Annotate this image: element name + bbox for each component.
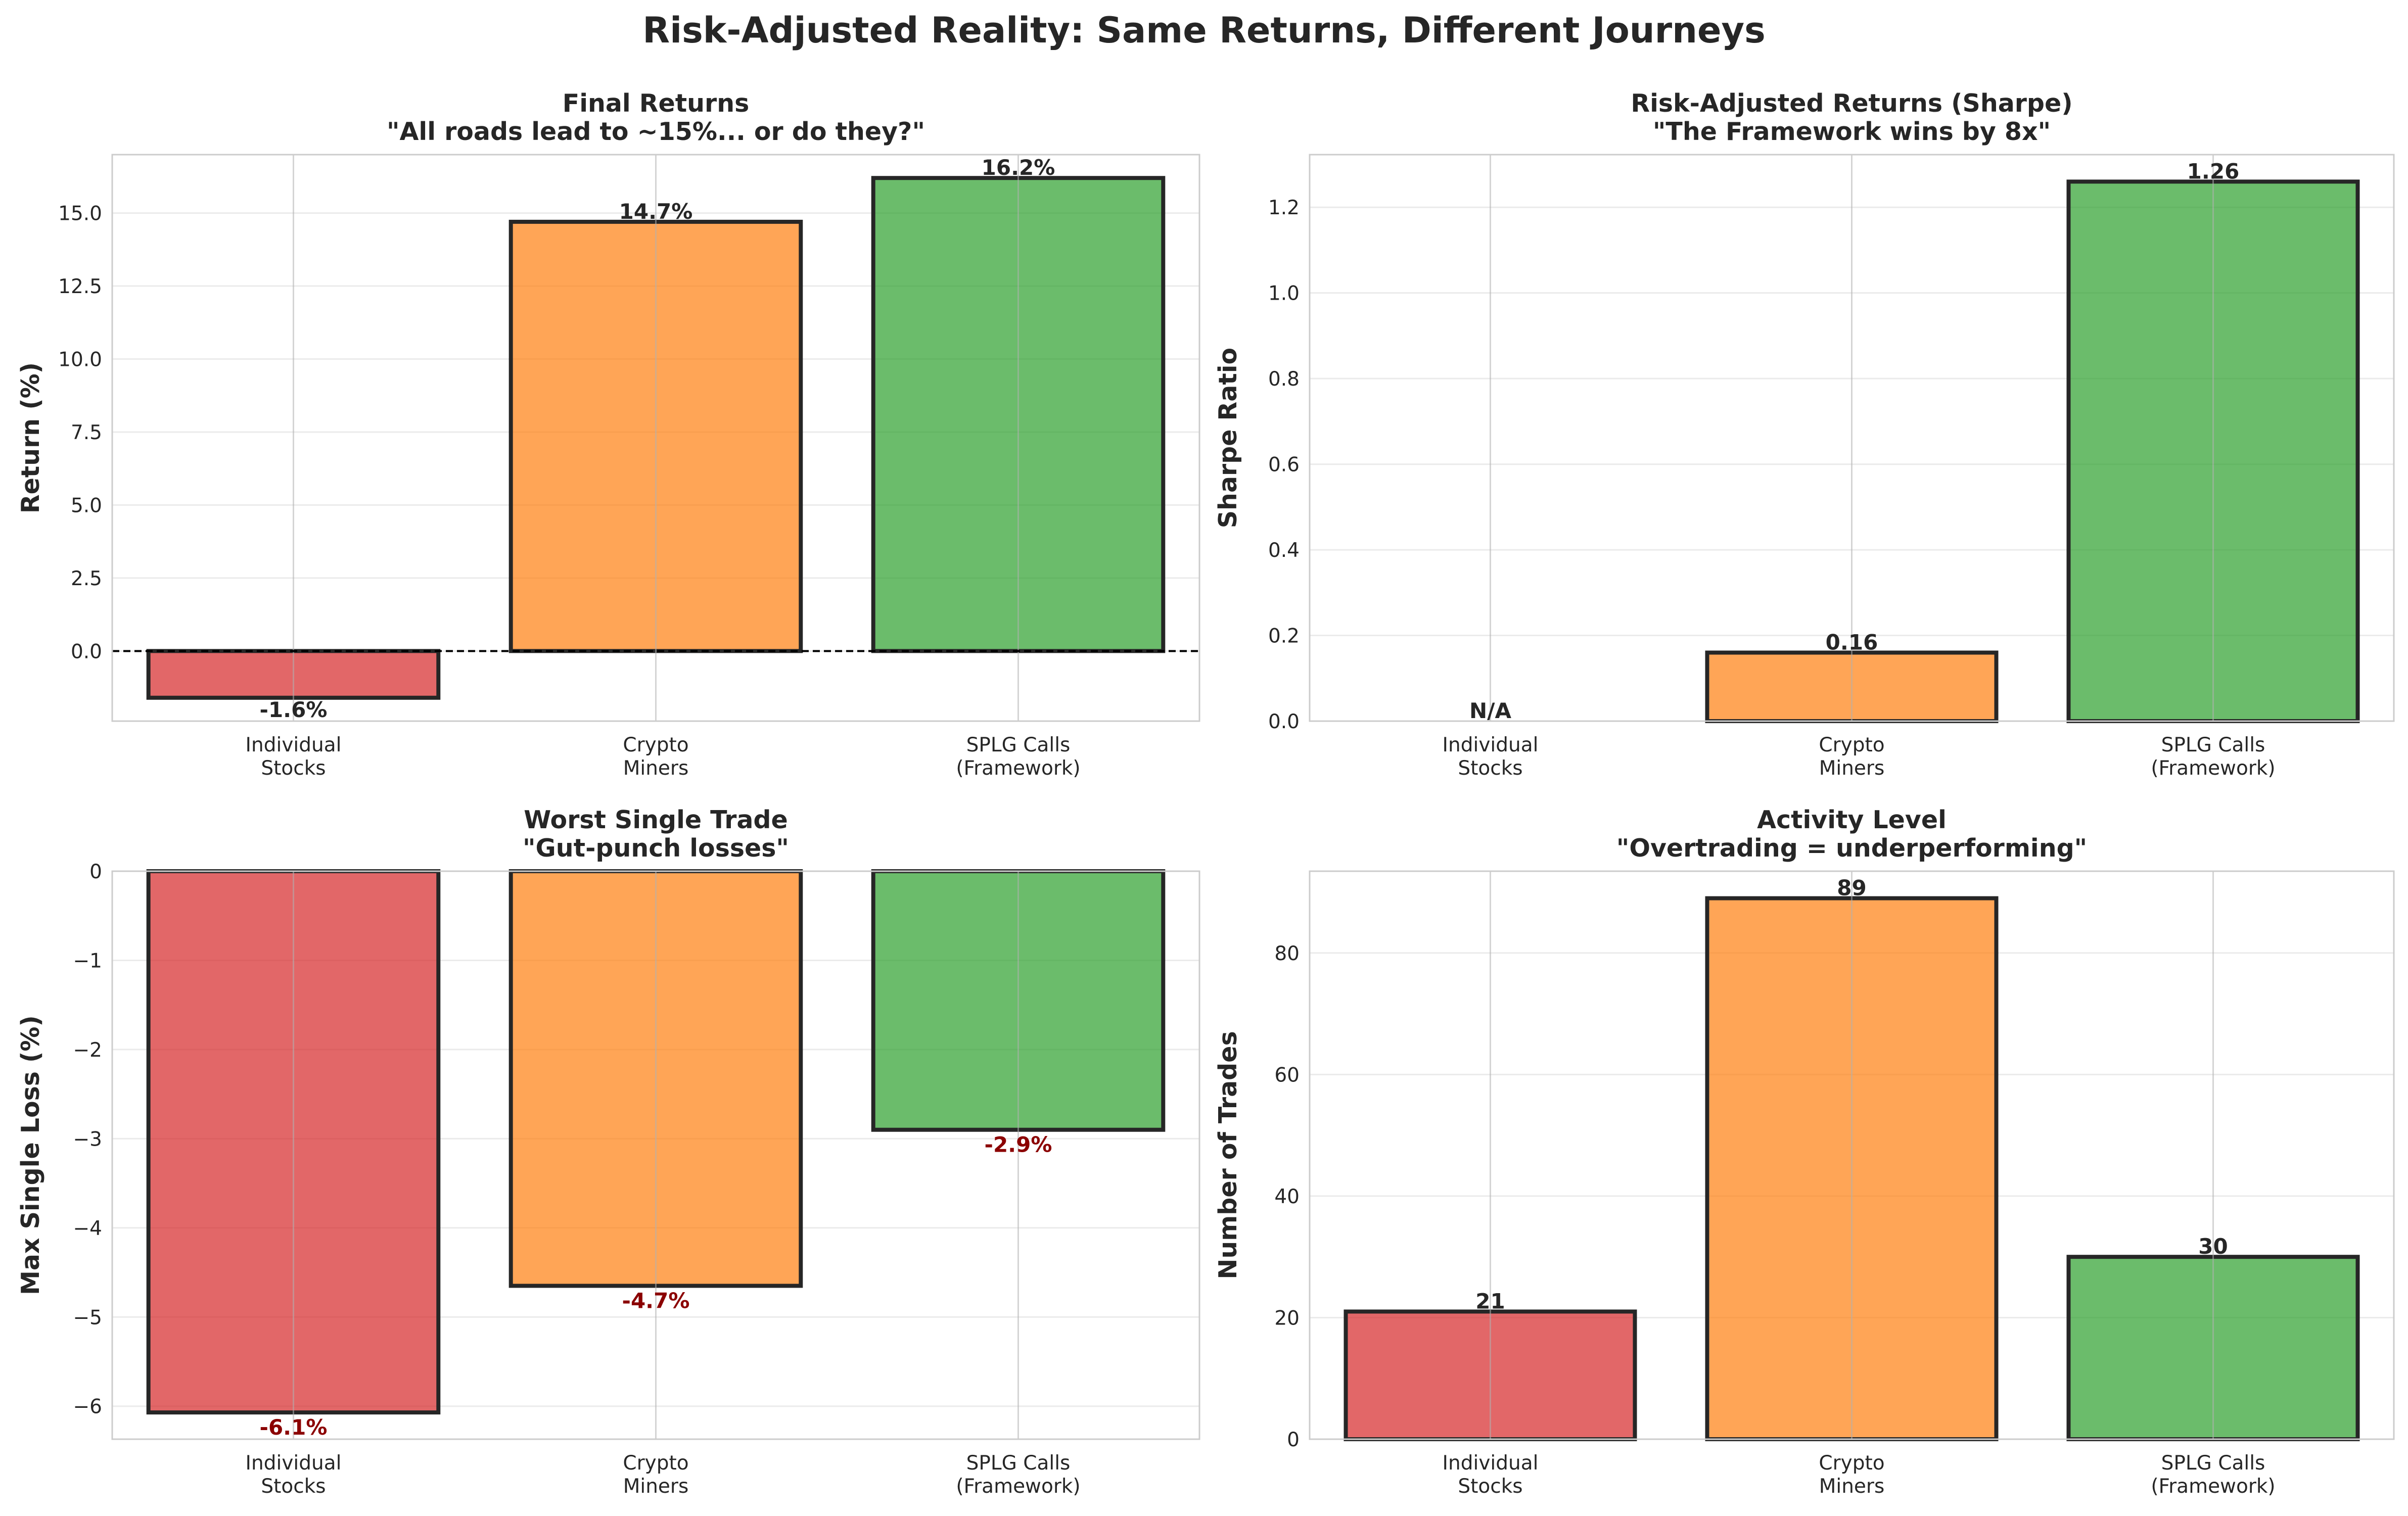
axes-frame (111, 154, 1200, 722)
x-tick-label: Crypto Miners (1819, 734, 1884, 780)
chart-title: Risk-Adjusted Returns (Sharpe) "The Frame… (1631, 89, 2072, 146)
y-tick-label: 1.0 (1268, 282, 1300, 305)
figure-suptitle: Risk-Adjusted Reality: Same Returns, Dif… (642, 10, 1766, 51)
value-label: N/A (1469, 698, 1511, 723)
y-tick-label: 0.4 (1268, 539, 1300, 562)
axes-frame (1309, 870, 2395, 1440)
y-tick-label: 10.0 (58, 348, 102, 371)
y-axis-label: Return (%) (16, 362, 45, 513)
y-tick-label: 0.0 (71, 640, 102, 663)
x-tick-label: SPLG Calls (Framework) (956, 1452, 1080, 1498)
y-tick-label: 2.5 (71, 567, 102, 590)
y-tick-label: −6 (73, 1396, 103, 1418)
y-tick-label: 0 (89, 861, 102, 883)
axes-frame (111, 870, 1200, 1440)
value-label: 0.16 (1826, 630, 1878, 654)
x-tick-label: Individual Stocks (1443, 1452, 1539, 1498)
value-label: 89 (1837, 876, 1866, 901)
value-label: -6.1% (260, 1415, 328, 1440)
y-tick-label: 0 (1287, 1429, 1300, 1451)
y-axis-label: Number of Trades (1214, 1031, 1242, 1279)
y-tick-label: 60 (1274, 1064, 1300, 1086)
chart-panel-3: 0 −1 −2 −3 −4 −5 −6 Individual Stocks Crypto Miner… (16, 806, 1200, 1498)
y-tick-label: −1 (73, 950, 103, 972)
x-tick-label: SPLG Calls (Framework) (2151, 1452, 2275, 1498)
value-label: 16.2% (982, 155, 1055, 180)
x-tick-label: SPLG Calls (Framework) (956, 734, 1080, 780)
value-label: 30 (2198, 1234, 2228, 1259)
value-label: -4.7% (622, 1289, 690, 1313)
x-tick-label: Crypto Miners (623, 1452, 688, 1498)
y-tick-label: 0.8 (1268, 368, 1300, 391)
value-label: 14.7% (619, 199, 693, 224)
y-tick-label: 0.6 (1268, 454, 1300, 477)
y-axis-label: Sharpe Ratio (1214, 348, 1242, 528)
chart-title: Final Returns "All roads lead to ~15%... … (387, 89, 925, 146)
chart-panel-1: 0.0 2.5 5.0 7.5 10.0 12.5 15.0 Individual Stocks… (16, 89, 1200, 780)
y-tick-label: 0.2 (1268, 625, 1300, 648)
y-tick-label: 0.0 (1268, 710, 1300, 733)
value-label: 1.26 (2187, 159, 2240, 183)
y-tick-label: −5 (73, 1306, 103, 1329)
y-tick-label: −4 (73, 1217, 103, 1240)
x-tick-label: Crypto Miners (623, 734, 688, 780)
y-tick-label: 12.5 (58, 275, 102, 298)
y-tick-label: 40 (1274, 1186, 1300, 1208)
x-tick-label: Individual Stocks (246, 734, 342, 780)
y-tick-label: 7.5 (71, 421, 102, 444)
value-label: -2.9% (985, 1132, 1052, 1157)
chart-panel-4: 0 20 40 60 80 Individual Stocks Crypto Miners SPL… (1214, 806, 2395, 1498)
chart-panel-2: 0.0 0.2 0.4 0.6 0.8 1.0 1.2 Individual Stocks Cry… (1214, 89, 2395, 780)
chart-title: Activity Level "Overtrading = underperfor… (1616, 806, 2087, 863)
x-tick-label: Crypto Miners (1819, 1452, 1884, 1498)
axes-frame (1309, 154, 2395, 722)
x-tick-label: Individual Stocks (246, 1452, 342, 1498)
y-tick-label: −3 (73, 1128, 103, 1151)
y-tick-label: −2 (73, 1039, 103, 1062)
y-tick-label: 5.0 (71, 494, 102, 517)
x-tick-label: Individual Stocks (1443, 734, 1539, 780)
x-tick-label: SPLG Calls (Framework) (2151, 734, 2275, 780)
y-tick-label: 1.2 (1268, 197, 1300, 219)
y-tick-label: 15.0 (58, 203, 102, 225)
y-tick-label: 20 (1274, 1307, 1300, 1330)
value-label: 21 (1475, 1289, 1505, 1313)
y-axis-label: Max Single Loss (%) (16, 1015, 45, 1295)
y-tick-label: 80 (1274, 942, 1300, 965)
value-label: -1.6% (260, 697, 328, 722)
chart-title: Worst Single Trade "Gut-punch losses" (523, 806, 789, 863)
